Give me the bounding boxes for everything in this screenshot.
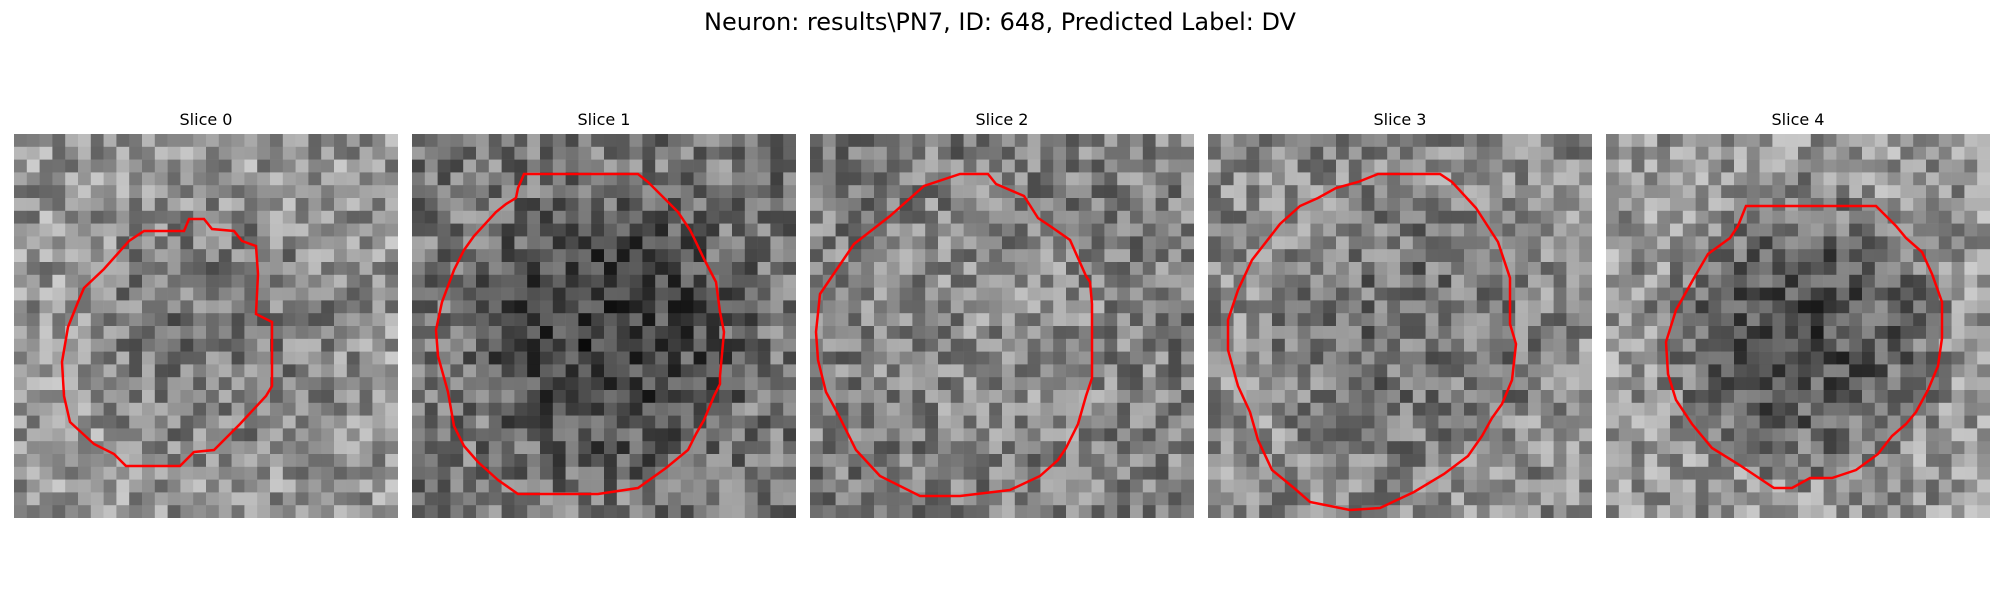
slice-title-3: Slice 3 — [1373, 110, 1427, 129]
pixel-grid — [1208, 134, 1592, 518]
slice-title-1: Slice 1 — [577, 110, 631, 129]
slice-panel-1: Slice 1 — [412, 110, 796, 518]
contour-outline — [434, 172, 726, 496]
slice-panel-3: Slice 3 — [1208, 110, 1592, 518]
slice-title-0: Slice 0 — [179, 110, 233, 129]
slice-image-0 — [14, 134, 398, 518]
pixel-grid — [810, 134, 1194, 518]
contour-outline — [60, 217, 274, 468]
contour-outline — [1664, 204, 1944, 490]
slice-panel-0: Slice 0 — [14, 110, 398, 518]
contour-outline — [814, 172, 1094, 498]
pixel-grid — [14, 134, 398, 518]
slice-title-4: Slice 4 — [1771, 110, 1825, 129]
pixel-grid — [412, 134, 796, 518]
slice-panel-2: Slice 2 — [810, 110, 1194, 518]
slice-panel-4: Slice 4 — [1606, 110, 1990, 518]
slice-image-2 — [810, 134, 1194, 518]
slice-image-4 — [1606, 134, 1990, 518]
slice-image-3 — [1208, 134, 1592, 518]
contour-outline — [1226, 172, 1518, 512]
figure-title: Neuron: results\PN7, ID: 648, Predicted … — [704, 8, 1296, 36]
slice-image-1 — [412, 134, 796, 518]
slice-title-2: Slice 2 — [975, 110, 1029, 129]
pixel-grid — [1606, 134, 1990, 518]
